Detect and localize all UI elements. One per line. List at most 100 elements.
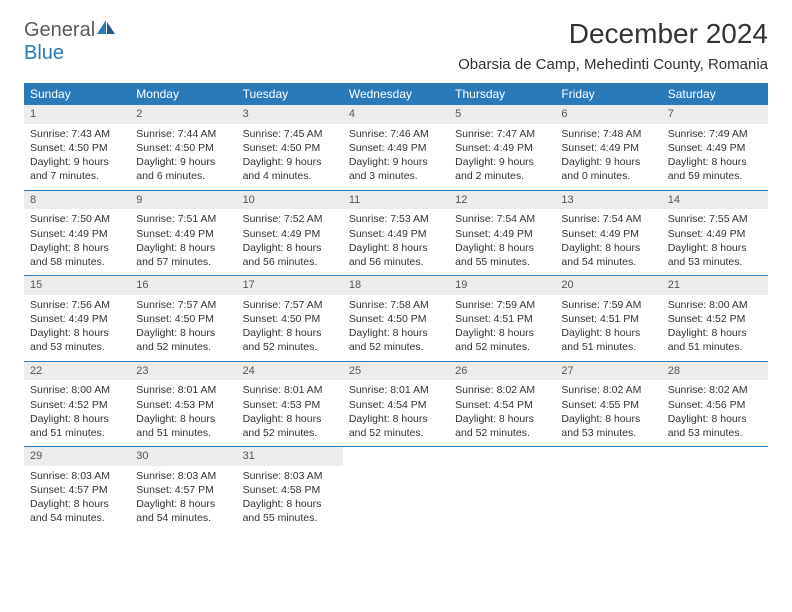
sunrise-text: Sunrise: 7:57 AM — [136, 298, 230, 312]
day-details: Sunrise: 7:56 AMSunset: 4:49 PMDaylight:… — [24, 295, 130, 361]
day-details: Sunrise: 7:46 AMSunset: 4:49 PMDaylight:… — [343, 124, 449, 190]
daylight-text: Daylight: 8 hours and 54 minutes. — [136, 497, 230, 525]
sunrise-text: Sunrise: 8:03 AM — [30, 469, 124, 483]
sunset-text: Sunset: 4:50 PM — [243, 141, 337, 155]
daylight-text: Daylight: 9 hours and 0 minutes. — [561, 155, 655, 183]
sunset-text: Sunset: 4:54 PM — [455, 398, 549, 412]
sunrise-text: Sunrise: 8:01 AM — [349, 383, 443, 397]
sunset-text: Sunset: 4:57 PM — [30, 483, 124, 497]
day-number: 16 — [130, 276, 236, 295]
calendar-cell: 14Sunrise: 7:55 AMSunset: 4:49 PMDayligh… — [662, 191, 768, 276]
logo-sail-icon — [95, 18, 117, 36]
sunset-text: Sunset: 4:49 PM — [136, 227, 230, 241]
sunrise-text: Sunrise: 8:03 AM — [136, 469, 230, 483]
day-details: Sunrise: 8:02 AMSunset: 4:55 PMDaylight:… — [555, 380, 661, 446]
day-number: 12 — [449, 191, 555, 210]
day-number: 14 — [662, 191, 768, 210]
day-header: Friday — [555, 83, 661, 105]
sunset-text: Sunset: 4:49 PM — [349, 227, 443, 241]
day-details: Sunrise: 8:03 AMSunset: 4:58 PMDaylight:… — [237, 466, 343, 532]
day-header: Thursday — [449, 83, 555, 105]
calendar-cell: .. — [449, 447, 555, 532]
calendar-cell: 31Sunrise: 8:03 AMSunset: 4:58 PMDayligh… — [237, 447, 343, 532]
day-details: Sunrise: 7:47 AMSunset: 4:49 PMDaylight:… — [449, 124, 555, 190]
day-number: 11 — [343, 191, 449, 210]
daylight-text: Daylight: 8 hours and 53 minutes. — [30, 326, 124, 354]
sunset-text: Sunset: 4:56 PM — [668, 398, 762, 412]
sunrise-text: Sunrise: 7:55 AM — [668, 212, 762, 226]
sunset-text: Sunset: 4:57 PM — [136, 483, 230, 497]
sunset-text: Sunset: 4:52 PM — [668, 312, 762, 326]
calendar-cell: 17Sunrise: 7:57 AMSunset: 4:50 PMDayligh… — [237, 276, 343, 361]
day-number: 26 — [449, 362, 555, 381]
month-year: December 2024 — [458, 18, 768, 50]
day-number: 27 — [555, 362, 661, 381]
daylight-text: Daylight: 8 hours and 53 minutes. — [668, 241, 762, 269]
day-number: 17 — [237, 276, 343, 295]
day-details: Sunrise: 8:01 AMSunset: 4:53 PMDaylight:… — [130, 380, 236, 446]
logo-text: General Blue — [24, 18, 117, 65]
day-number: 15 — [24, 276, 130, 295]
daylight-text: Daylight: 8 hours and 52 minutes. — [136, 326, 230, 354]
sunset-text: Sunset: 4:50 PM — [136, 141, 230, 155]
sunset-text: Sunset: 4:54 PM — [349, 398, 443, 412]
day-details: Sunrise: 8:02 AMSunset: 4:54 PMDaylight:… — [449, 380, 555, 446]
day-number: 21 — [662, 276, 768, 295]
day-details: Sunrise: 7:59 AMSunset: 4:51 PMDaylight:… — [449, 295, 555, 361]
calendar-cell: 11Sunrise: 7:53 AMSunset: 4:49 PMDayligh… — [343, 191, 449, 276]
sunrise-text: Sunrise: 8:01 AM — [243, 383, 337, 397]
daylight-text: Daylight: 8 hours and 55 minutes. — [243, 497, 337, 525]
daylight-text: Daylight: 8 hours and 51 minutes. — [668, 326, 762, 354]
daylight-text: Daylight: 8 hours and 55 minutes. — [455, 241, 549, 269]
sunrise-text: Sunrise: 7:49 AM — [668, 127, 762, 141]
day-header: Saturday — [662, 83, 768, 105]
calendar-week: 29Sunrise: 8:03 AMSunset: 4:57 PMDayligh… — [24, 446, 768, 532]
sunset-text: Sunset: 4:49 PM — [561, 227, 655, 241]
day-details: Sunrise: 7:54 AMSunset: 4:49 PMDaylight:… — [555, 209, 661, 275]
sunrise-text: Sunrise: 8:00 AM — [668, 298, 762, 312]
day-details: Sunrise: 7:58 AMSunset: 4:50 PMDaylight:… — [343, 295, 449, 361]
sunrise-text: Sunrise: 7:54 AM — [455, 212, 549, 226]
day-number: 30 — [130, 447, 236, 466]
daylight-text: Daylight: 8 hours and 51 minutes. — [561, 326, 655, 354]
day-number: 31 — [237, 447, 343, 466]
sunrise-text: Sunrise: 7:54 AM — [561, 212, 655, 226]
daylight-text: Daylight: 8 hours and 56 minutes. — [243, 241, 337, 269]
daylight-text: Daylight: 9 hours and 2 minutes. — [455, 155, 549, 183]
sunrise-text: Sunrise: 7:43 AM — [30, 127, 124, 141]
daylight-text: Daylight: 9 hours and 4 minutes. — [243, 155, 337, 183]
day-header: Wednesday — [343, 83, 449, 105]
calendar-cell: 26Sunrise: 8:02 AMSunset: 4:54 PMDayligh… — [449, 362, 555, 447]
daylight-text: Daylight: 8 hours and 54 minutes. — [30, 497, 124, 525]
day-details: Sunrise: 7:50 AMSunset: 4:49 PMDaylight:… — [24, 209, 130, 275]
calendar-cell: 13Sunrise: 7:54 AMSunset: 4:49 PMDayligh… — [555, 191, 661, 276]
calendar-cell: 12Sunrise: 7:54 AMSunset: 4:49 PMDayligh… — [449, 191, 555, 276]
sunrise-text: Sunrise: 7:58 AM — [349, 298, 443, 312]
sunrise-text: Sunrise: 7:46 AM — [349, 127, 443, 141]
daylight-text: Daylight: 9 hours and 3 minutes. — [349, 155, 443, 183]
sunrise-text: Sunrise: 7:53 AM — [349, 212, 443, 226]
logo: General Blue — [24, 18, 117, 65]
day-details: Sunrise: 8:02 AMSunset: 4:56 PMDaylight:… — [662, 380, 768, 446]
calendar-cell: 8Sunrise: 7:50 AMSunset: 4:49 PMDaylight… — [24, 191, 130, 276]
day-details: Sunrise: 7:45 AMSunset: 4:50 PMDaylight:… — [237, 124, 343, 190]
sunrise-text: Sunrise: 7:56 AM — [30, 298, 124, 312]
day-details: Sunrise: 8:00 AMSunset: 4:52 PMDaylight:… — [662, 295, 768, 361]
day-number: 22 — [24, 362, 130, 381]
sunset-text: Sunset: 4:53 PM — [243, 398, 337, 412]
day-details: Sunrise: 7:51 AMSunset: 4:49 PMDaylight:… — [130, 209, 236, 275]
daylight-text: Daylight: 8 hours and 52 minutes. — [349, 326, 443, 354]
day-number: 19 — [449, 276, 555, 295]
calendar-cell: 27Sunrise: 8:02 AMSunset: 4:55 PMDayligh… — [555, 362, 661, 447]
calendar-cell: 19Sunrise: 7:59 AMSunset: 4:51 PMDayligh… — [449, 276, 555, 361]
day-details: Sunrise: 7:49 AMSunset: 4:49 PMDaylight:… — [662, 124, 768, 190]
sunset-text: Sunset: 4:55 PM — [561, 398, 655, 412]
calendar-cell: 29Sunrise: 8:03 AMSunset: 4:57 PMDayligh… — [24, 447, 130, 532]
sunset-text: Sunset: 4:50 PM — [30, 141, 124, 155]
day-details: Sunrise: 7:54 AMSunset: 4:49 PMDaylight:… — [449, 209, 555, 275]
calendar-cell: 4Sunrise: 7:46 AMSunset: 4:49 PMDaylight… — [343, 105, 449, 190]
daylight-text: Daylight: 9 hours and 7 minutes. — [30, 155, 124, 183]
daylight-text: Daylight: 8 hours and 54 minutes. — [561, 241, 655, 269]
sunset-text: Sunset: 4:58 PM — [243, 483, 337, 497]
day-number: 24 — [237, 362, 343, 381]
